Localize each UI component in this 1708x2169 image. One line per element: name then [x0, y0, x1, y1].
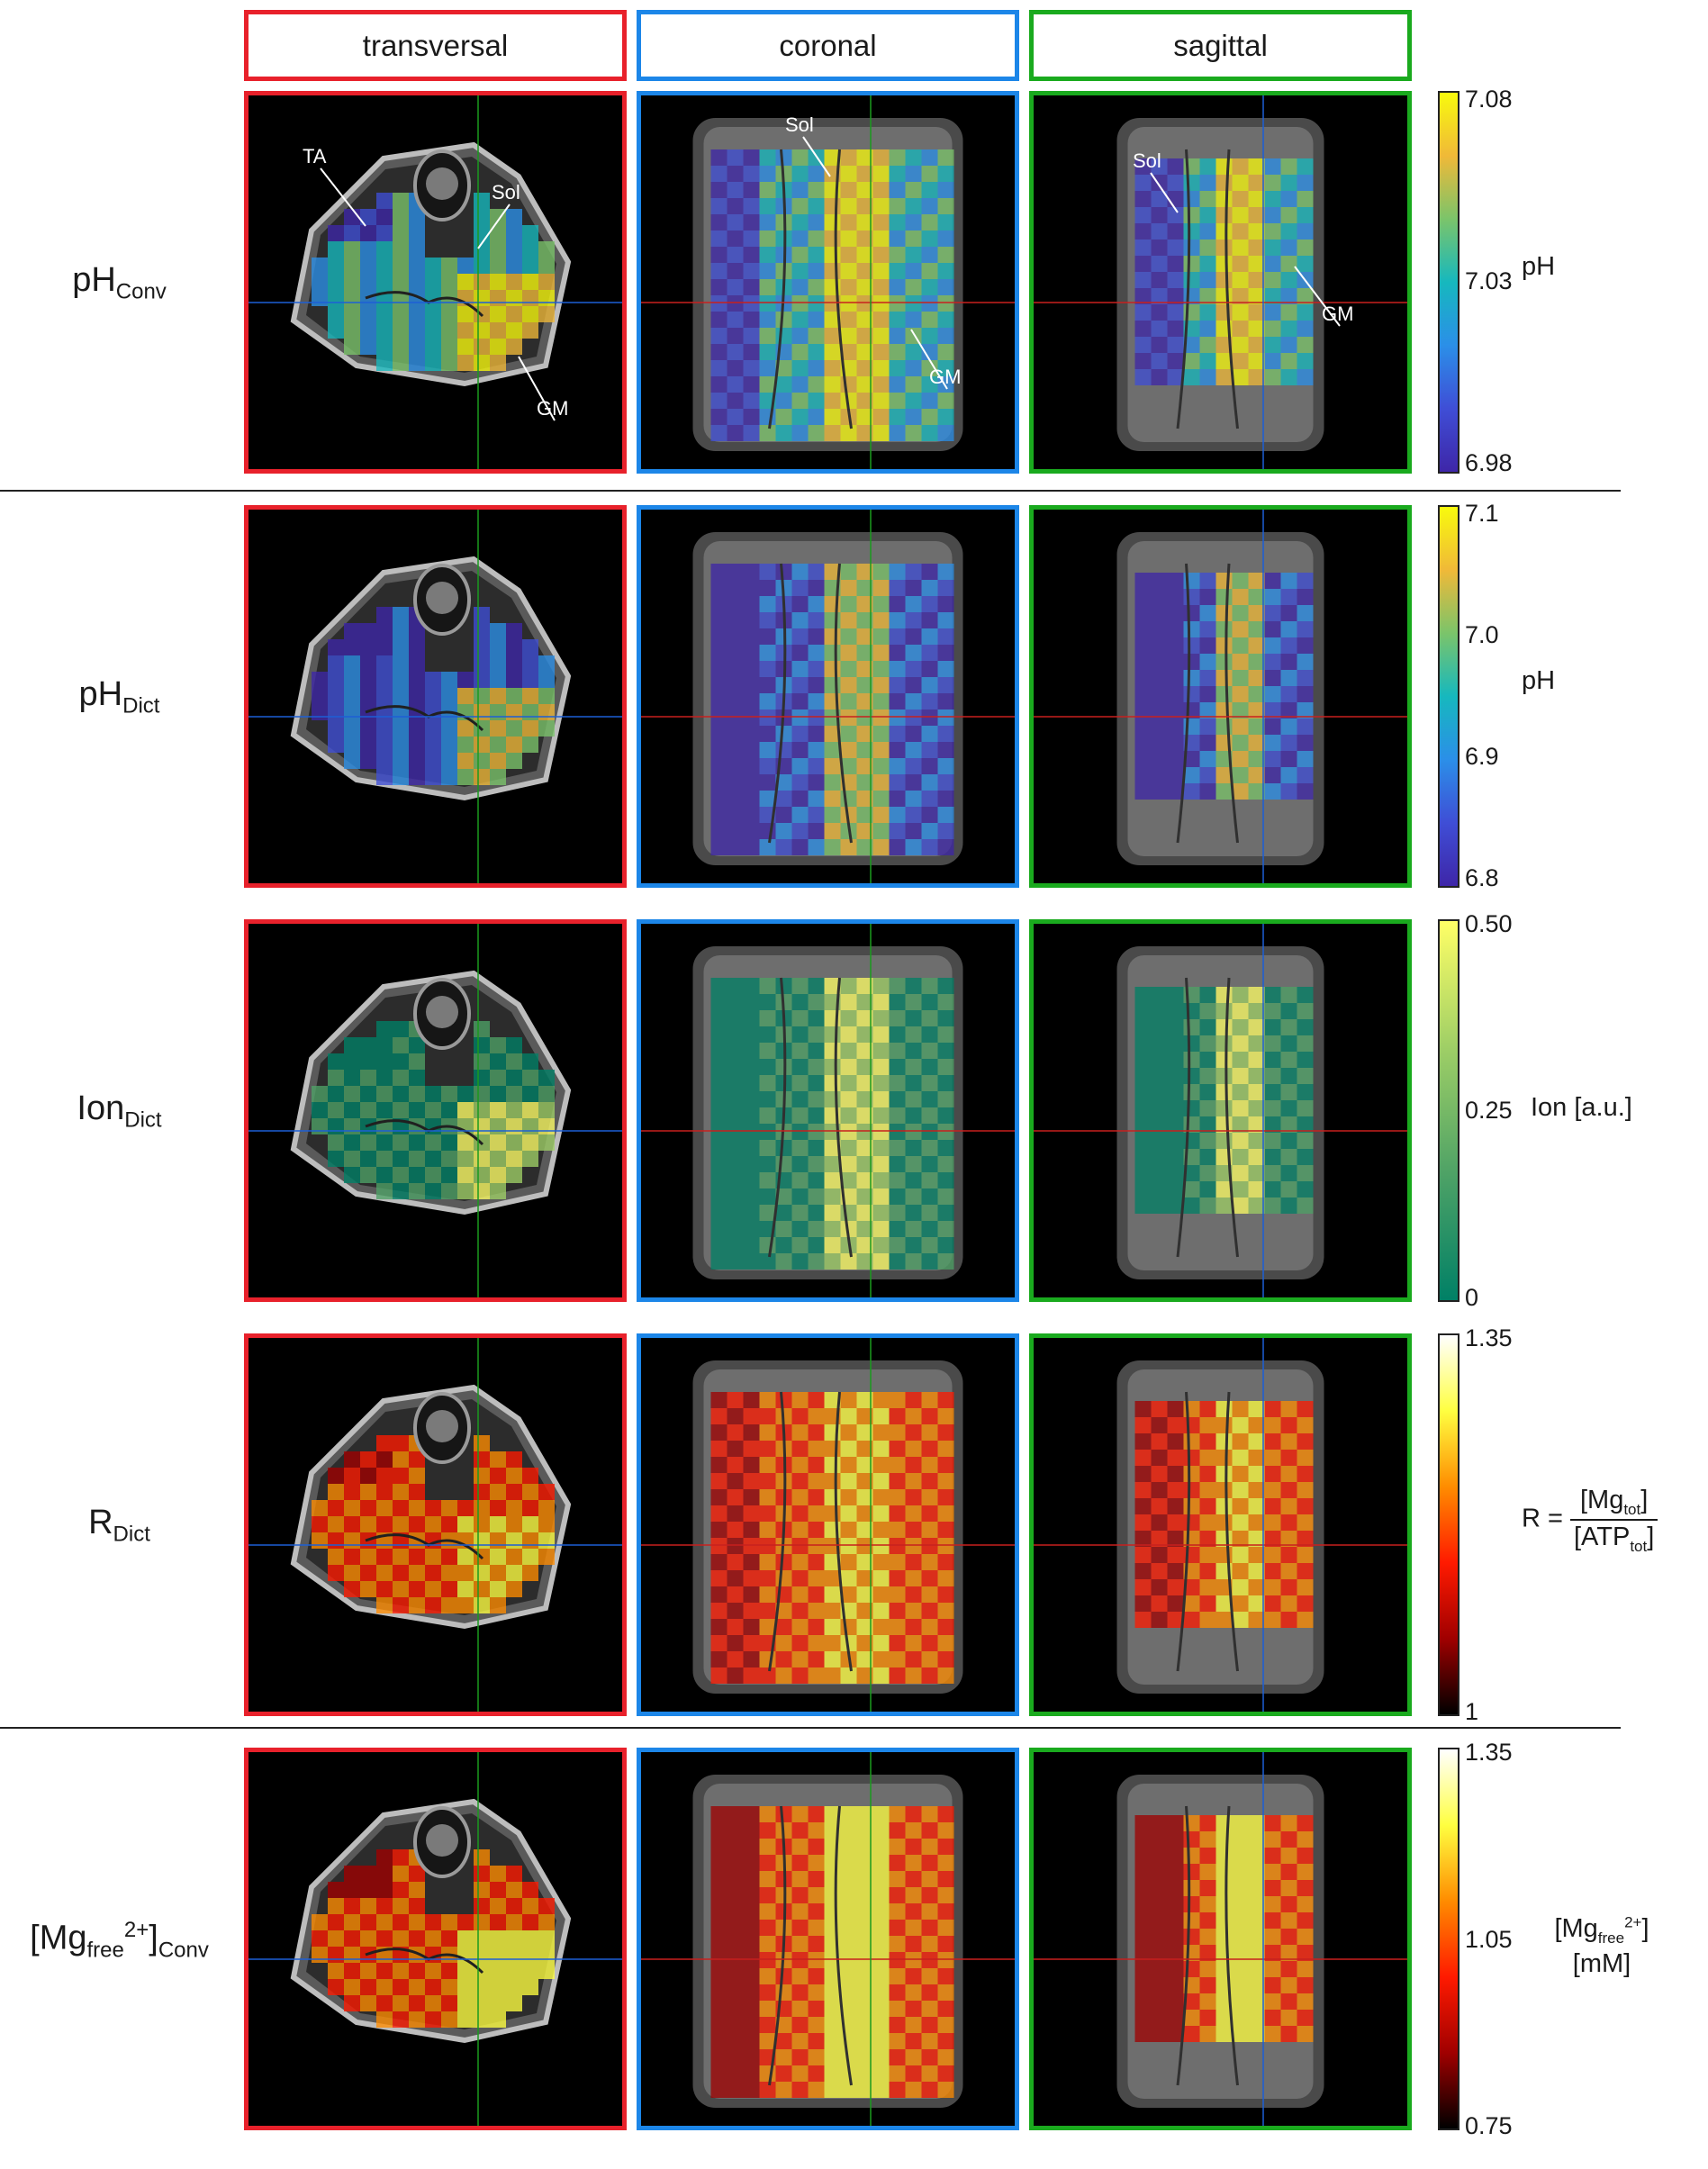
mri-slice-sagittal	[1034, 924, 1407, 1297]
mri-slice-coronal	[641, 1752, 1015, 2126]
tick-label: 0.75	[1465, 2112, 1513, 2139]
tick-label: 1.35	[1465, 1739, 1513, 1766]
panel-coronal-row-1: Sol GM	[637, 91, 1019, 474]
mri-slice-transversal	[249, 924, 622, 1297]
colorbar-mg-free	[1438, 1748, 1459, 2130]
row-label-ph-dict: pHDict	[78, 675, 160, 718]
annotation-gm: GM	[1322, 303, 1353, 325]
tick-label: 1	[1465, 1698, 1479, 1725]
colorbar-ph-conv	[1438, 91, 1459, 474]
mri-slice-transversal: TA Sol GM	[249, 95, 622, 469]
panel-sagittal-row-2	[1029, 505, 1412, 888]
annotation-ta: TA	[303, 145, 327, 167]
header-transversal: transversal	[244, 10, 627, 81]
colorbar-r-dict	[1438, 1333, 1459, 1716]
unit-mg-free: [Mgfree2+] [mM]	[1554, 1913, 1649, 1979]
tick-label: 7.0	[1465, 621, 1499, 648]
panel-sagittal-row-5	[1029, 1748, 1412, 2130]
tick-label: 0.50	[1465, 910, 1513, 937]
tick-label: 7.03	[1465, 267, 1513, 294]
tick-label: 1.05	[1465, 1926, 1513, 1953]
tick-label: 1.35	[1465, 1324, 1513, 1351]
panel-transversal-row-4	[244, 1333, 627, 1716]
row-label-r-dict: RDict	[88, 1504, 150, 1547]
mri-slice-sagittal	[1034, 1338, 1407, 1712]
panel-transversal-row-3	[244, 919, 627, 1302]
annotation-sol: Sol	[785, 113, 814, 136]
unit-ph-conv: pH	[1522, 252, 1556, 281]
annotation-sol: Sol	[492, 181, 520, 203]
tick-label: 6.98	[1465, 449, 1513, 476]
row-label-ph-conv: pHConv	[72, 261, 167, 304]
header-sagittal: sagittal	[1029, 10, 1412, 81]
panel-sagittal-row-1: Sol GM	[1029, 91, 1412, 474]
mri-slice-transversal	[249, 1338, 622, 1712]
panel-coronal-row-4	[637, 1333, 1019, 1716]
tick-label: 7.1	[1465, 500, 1499, 527]
header-coronal: coronal	[637, 10, 1019, 81]
mri-slice-sagittal	[1034, 510, 1407, 883]
panel-sagittal-row-4	[1029, 1333, 1412, 1716]
unit-ion: Ion [a.u.]	[1531, 1093, 1632, 1122]
tick-label: 6.8	[1465, 864, 1499, 891]
panel-sagittal-row-3	[1029, 919, 1412, 1302]
mri-slice-sagittal: Sol GM	[1034, 95, 1407, 469]
row-label-mg-free-conv: [Mgfree2+]Conv	[30, 1918, 209, 1963]
annotation-sol: Sol	[1133, 149, 1161, 172]
tick-label: 6.9	[1465, 743, 1499, 770]
annotation-gm: GM	[929, 366, 961, 388]
annotation-gm: GM	[537, 397, 568, 420]
panel-coronal-row-3	[637, 919, 1019, 1302]
panel-transversal-row-1: TA Sol GM	[244, 91, 627, 474]
colorbar-ph-dict	[1438, 505, 1459, 888]
mri-slice-transversal	[249, 510, 622, 883]
panel-transversal-row-5	[244, 1748, 627, 2130]
colorbar-ion-dict	[1438, 919, 1459, 1302]
mri-slice-sagittal	[1034, 1752, 1407, 2126]
mri-slice-coronal	[641, 1338, 1015, 1712]
panel-transversal-row-2	[244, 505, 627, 888]
panel-coronal-row-5	[637, 1748, 1019, 2130]
panel-coronal-row-2	[637, 505, 1019, 888]
tick-label: 7.08	[1465, 86, 1513, 113]
mri-slice-coronal: Sol GM	[641, 95, 1015, 469]
tick-label: 0	[1465, 1284, 1479, 1311]
separator-bottom	[0, 1727, 1621, 1729]
row-label-ion-dict: IonDict	[77, 1089, 162, 1133]
mri-slice-coronal	[641, 924, 1015, 1297]
separator-top	[0, 490, 1621, 492]
unit-ph-dict: pH	[1522, 666, 1556, 695]
mri-slice-coronal	[641, 510, 1015, 883]
tick-label: 0.25	[1465, 1097, 1513, 1124]
unit-r-formula: R = [Mgtot] [ATPtot]	[1522, 1484, 1684, 1556]
mri-slice-transversal	[249, 1752, 622, 2126]
